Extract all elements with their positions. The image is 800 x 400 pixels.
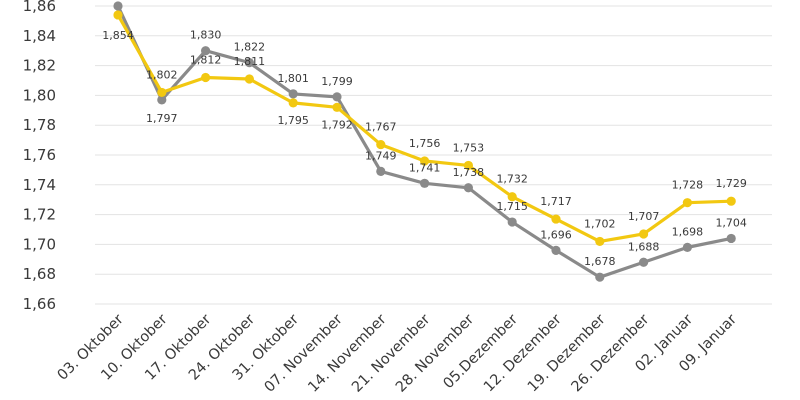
data-label: 1,795 (277, 114, 309, 127)
x-tick-label: 14. November (305, 311, 389, 395)
data-point (420, 178, 430, 188)
x-tick-label: 07. November (262, 311, 346, 395)
data-point (244, 74, 254, 84)
y-tick-label: 1,70 (23, 235, 56, 253)
data-label: 1,792 (321, 118, 353, 131)
data-point (639, 229, 649, 239)
data-labels: 1,8601,7971,8301,8221,8011,7991,7491,741… (102, 29, 747, 268)
x-tick-label: 26. Dezember (569, 311, 653, 395)
x-tick-label: 12. Dezember (481, 311, 565, 395)
data-point (726, 233, 736, 244)
data-label: 1,822 (234, 41, 266, 54)
data-point (113, 1, 123, 11)
data-point (201, 72, 211, 83)
y-tick-label: 1,84 (23, 27, 56, 45)
data-point (376, 166, 386, 176)
data-label: 1,767 (365, 121, 397, 134)
data-point (157, 95, 167, 105)
data-label: 1,741 (409, 161, 441, 174)
data-label: 1,728 (672, 179, 704, 192)
data-label: 1,698 (672, 225, 704, 238)
data-point (376, 139, 386, 150)
data-label: 1,756 (409, 137, 441, 150)
y-tick-label: 1,78 (23, 116, 56, 134)
data-point (332, 92, 342, 102)
data-label: 1,812 (190, 54, 222, 67)
y-axis-ticks: 1,66 1,68 1,70 1,72 1,74 1,76 1,78 1,80 1,82 1,84… (23, 0, 56, 313)
data-label: 1,707 (628, 210, 660, 223)
data-label: 1,715 (496, 200, 528, 213)
data-point (157, 87, 167, 98)
data-point (639, 257, 649, 267)
y-tick-label: 1,66 (23, 295, 56, 313)
data-point (420, 156, 430, 166)
data-point (332, 102, 342, 112)
data-label: 1,811 (234, 55, 266, 68)
data-point (726, 196, 736, 206)
y-tick-label: 1,86 (23, 0, 56, 15)
data-point (244, 58, 254, 68)
y-tick-label: 1,68 (23, 265, 56, 283)
data-label: 1,696 (540, 228, 572, 241)
y-tick-label: 1,74 (23, 176, 56, 194)
data-label: 1,801 (277, 72, 309, 85)
data-label: 1,732 (496, 173, 528, 186)
data-label: 1,802 (146, 68, 178, 81)
y-tick-label: 1,76 (23, 146, 56, 164)
data-point (201, 46, 211, 56)
data-point (595, 236, 605, 247)
data-label: 1,799 (321, 75, 353, 88)
data-point (682, 242, 693, 252)
data-point (507, 217, 517, 227)
x-tick-label: 19. Dezember (525, 311, 609, 395)
data-label: 1,738 (453, 166, 485, 179)
data-point (288, 98, 298, 108)
data-point (551, 245, 561, 255)
data-label: 1,729 (715, 177, 747, 190)
series-lines (113, 1, 736, 282)
data-label: 1,717 (540, 195, 572, 208)
data-label: 1,688 (628, 240, 660, 253)
data-point (595, 272, 605, 282)
data-point (507, 192, 517, 202)
x-tick-label: 21. November (349, 311, 433, 395)
data-point (463, 183, 473, 193)
data-label: 1,753 (453, 141, 485, 154)
data-label: 1,678 (584, 255, 616, 268)
data-label: 1,749 (365, 149, 397, 162)
data-point (551, 214, 561, 224)
series-line (116, 13, 733, 244)
data-point (113, 10, 123, 20)
data-label: 1,797 (146, 112, 178, 125)
data-label: 1,854 (102, 29, 134, 42)
y-tick-label: 1,80 (23, 86, 56, 104)
data-point (288, 89, 298, 99)
y-tick-label: 1,72 (23, 206, 56, 224)
gridlines (95, 5, 772, 305)
data-point (682, 198, 693, 208)
data-point (463, 160, 473, 171)
data-label: 1,830 (190, 29, 222, 42)
data-label: 1,702 (584, 217, 616, 230)
x-tick-label: 28. November (393, 311, 477, 395)
y-tick-label: 1,82 (23, 57, 56, 75)
data-label: 1,704 (715, 216, 747, 229)
